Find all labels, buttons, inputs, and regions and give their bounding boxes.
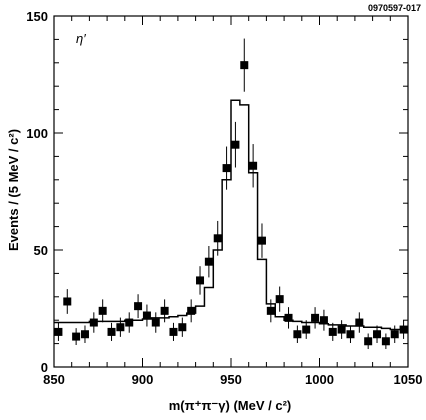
data-point <box>178 323 187 332</box>
data-point <box>160 306 169 315</box>
y-tick-label: 0 <box>41 360 48 375</box>
data-point <box>355 318 364 327</box>
data-point <box>293 330 302 339</box>
x-tick-label: 900 <box>132 372 154 387</box>
x-axis-label: m(π⁺π⁻γ) (MeV / c²) <box>169 398 291 413</box>
data-point <box>399 325 408 334</box>
data-point <box>302 325 311 334</box>
x-tick-label: 850 <box>43 372 65 387</box>
data-point <box>266 306 275 315</box>
data-point <box>231 140 240 149</box>
data-point <box>125 318 134 327</box>
x-tick-label: 1000 <box>305 372 334 387</box>
data-point <box>381 337 390 346</box>
data-point <box>116 323 125 332</box>
y-tick-labels: 0 50 100 150 <box>26 9 48 375</box>
data-point <box>196 276 205 285</box>
y-ticks <box>54 15 408 368</box>
data-point <box>54 327 63 336</box>
data-point <box>63 297 72 306</box>
data-points <box>54 61 408 346</box>
histogram-fit-line <box>54 99 408 331</box>
figure-id-label: 0970597-017 <box>368 3 421 13</box>
data-point <box>337 325 346 334</box>
data-point <box>107 327 116 336</box>
data-point <box>169 327 178 336</box>
data-point <box>364 337 373 346</box>
data-point <box>275 295 284 304</box>
data-point <box>213 234 222 243</box>
data-point <box>390 330 399 339</box>
x-tick-labels: 850 900 950 1000 1050 <box>43 372 422 387</box>
data-point <box>142 311 151 320</box>
x-tick-label: 950 <box>220 372 242 387</box>
data-point <box>373 330 382 339</box>
x-tick-label: 1050 <box>394 372 423 387</box>
y-tick-label: 100 <box>26 126 48 141</box>
data-point <box>187 306 196 315</box>
y-tick-label: 150 <box>26 9 48 24</box>
data-point <box>346 330 355 339</box>
data-point <box>284 313 293 322</box>
y-axis-label: Events / (5 MeV / c²) <box>6 129 21 251</box>
error-bars <box>57 38 405 350</box>
data-point <box>257 236 266 245</box>
data-point <box>249 161 258 170</box>
x-ticks <box>53 16 409 367</box>
data-point <box>222 164 231 173</box>
y-tick-label: 50 <box>34 243 48 258</box>
plot-label-base: η <box>76 31 83 46</box>
data-point <box>89 318 98 327</box>
data-point <box>134 302 143 311</box>
plot-label-prime: ′ <box>83 31 86 46</box>
data-point <box>72 332 81 341</box>
data-point <box>328 327 337 336</box>
plot-label: η′ <box>76 31 86 46</box>
data-point <box>80 330 89 339</box>
plot-frame <box>53 15 409 368</box>
data-point <box>240 61 249 70</box>
data-point <box>98 306 107 315</box>
data-point <box>311 313 320 322</box>
data-point <box>151 318 160 327</box>
data-point <box>204 257 213 266</box>
data-point <box>319 316 328 325</box>
